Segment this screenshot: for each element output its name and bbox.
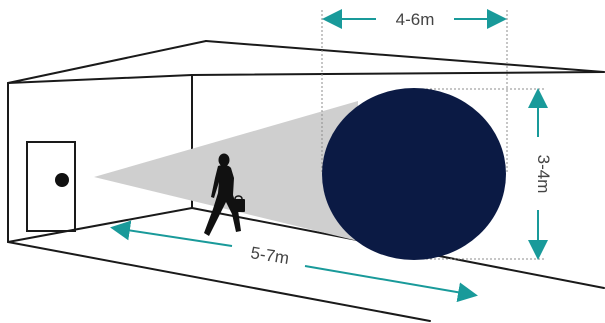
distance-arrow-left <box>110 220 233 247</box>
height-dimension: 3-4m <box>528 88 553 260</box>
door-frame <box>26 141 76 232</box>
person-icon <box>204 153 245 236</box>
ceiling-front-edge <box>7 40 207 84</box>
room <box>7 40 605 322</box>
briefcase-handle <box>234 195 243 200</box>
person-head <box>218 153 230 167</box>
width-dimension: 4-6m <box>322 9 507 29</box>
floor-back-edge <box>7 207 193 243</box>
door-knob <box>55 173 69 187</box>
width-label: 4-6m <box>396 10 435 29</box>
back-wall-top-edge <box>191 71 605 76</box>
height-label: 3-4m <box>534 155 553 194</box>
guide-lines <box>321 10 546 260</box>
door <box>26 141 76 232</box>
projected-image-circle <box>322 88 506 260</box>
distance-arrow-right <box>304 265 478 303</box>
briefcase <box>232 199 245 212</box>
ceiling-back-edge <box>7 74 193 84</box>
ceiling-top-edge <box>205 40 605 73</box>
person-body <box>204 164 241 236</box>
distance-label: 5-7m <box>249 243 290 268</box>
floor-front-edge <box>7 241 431 322</box>
